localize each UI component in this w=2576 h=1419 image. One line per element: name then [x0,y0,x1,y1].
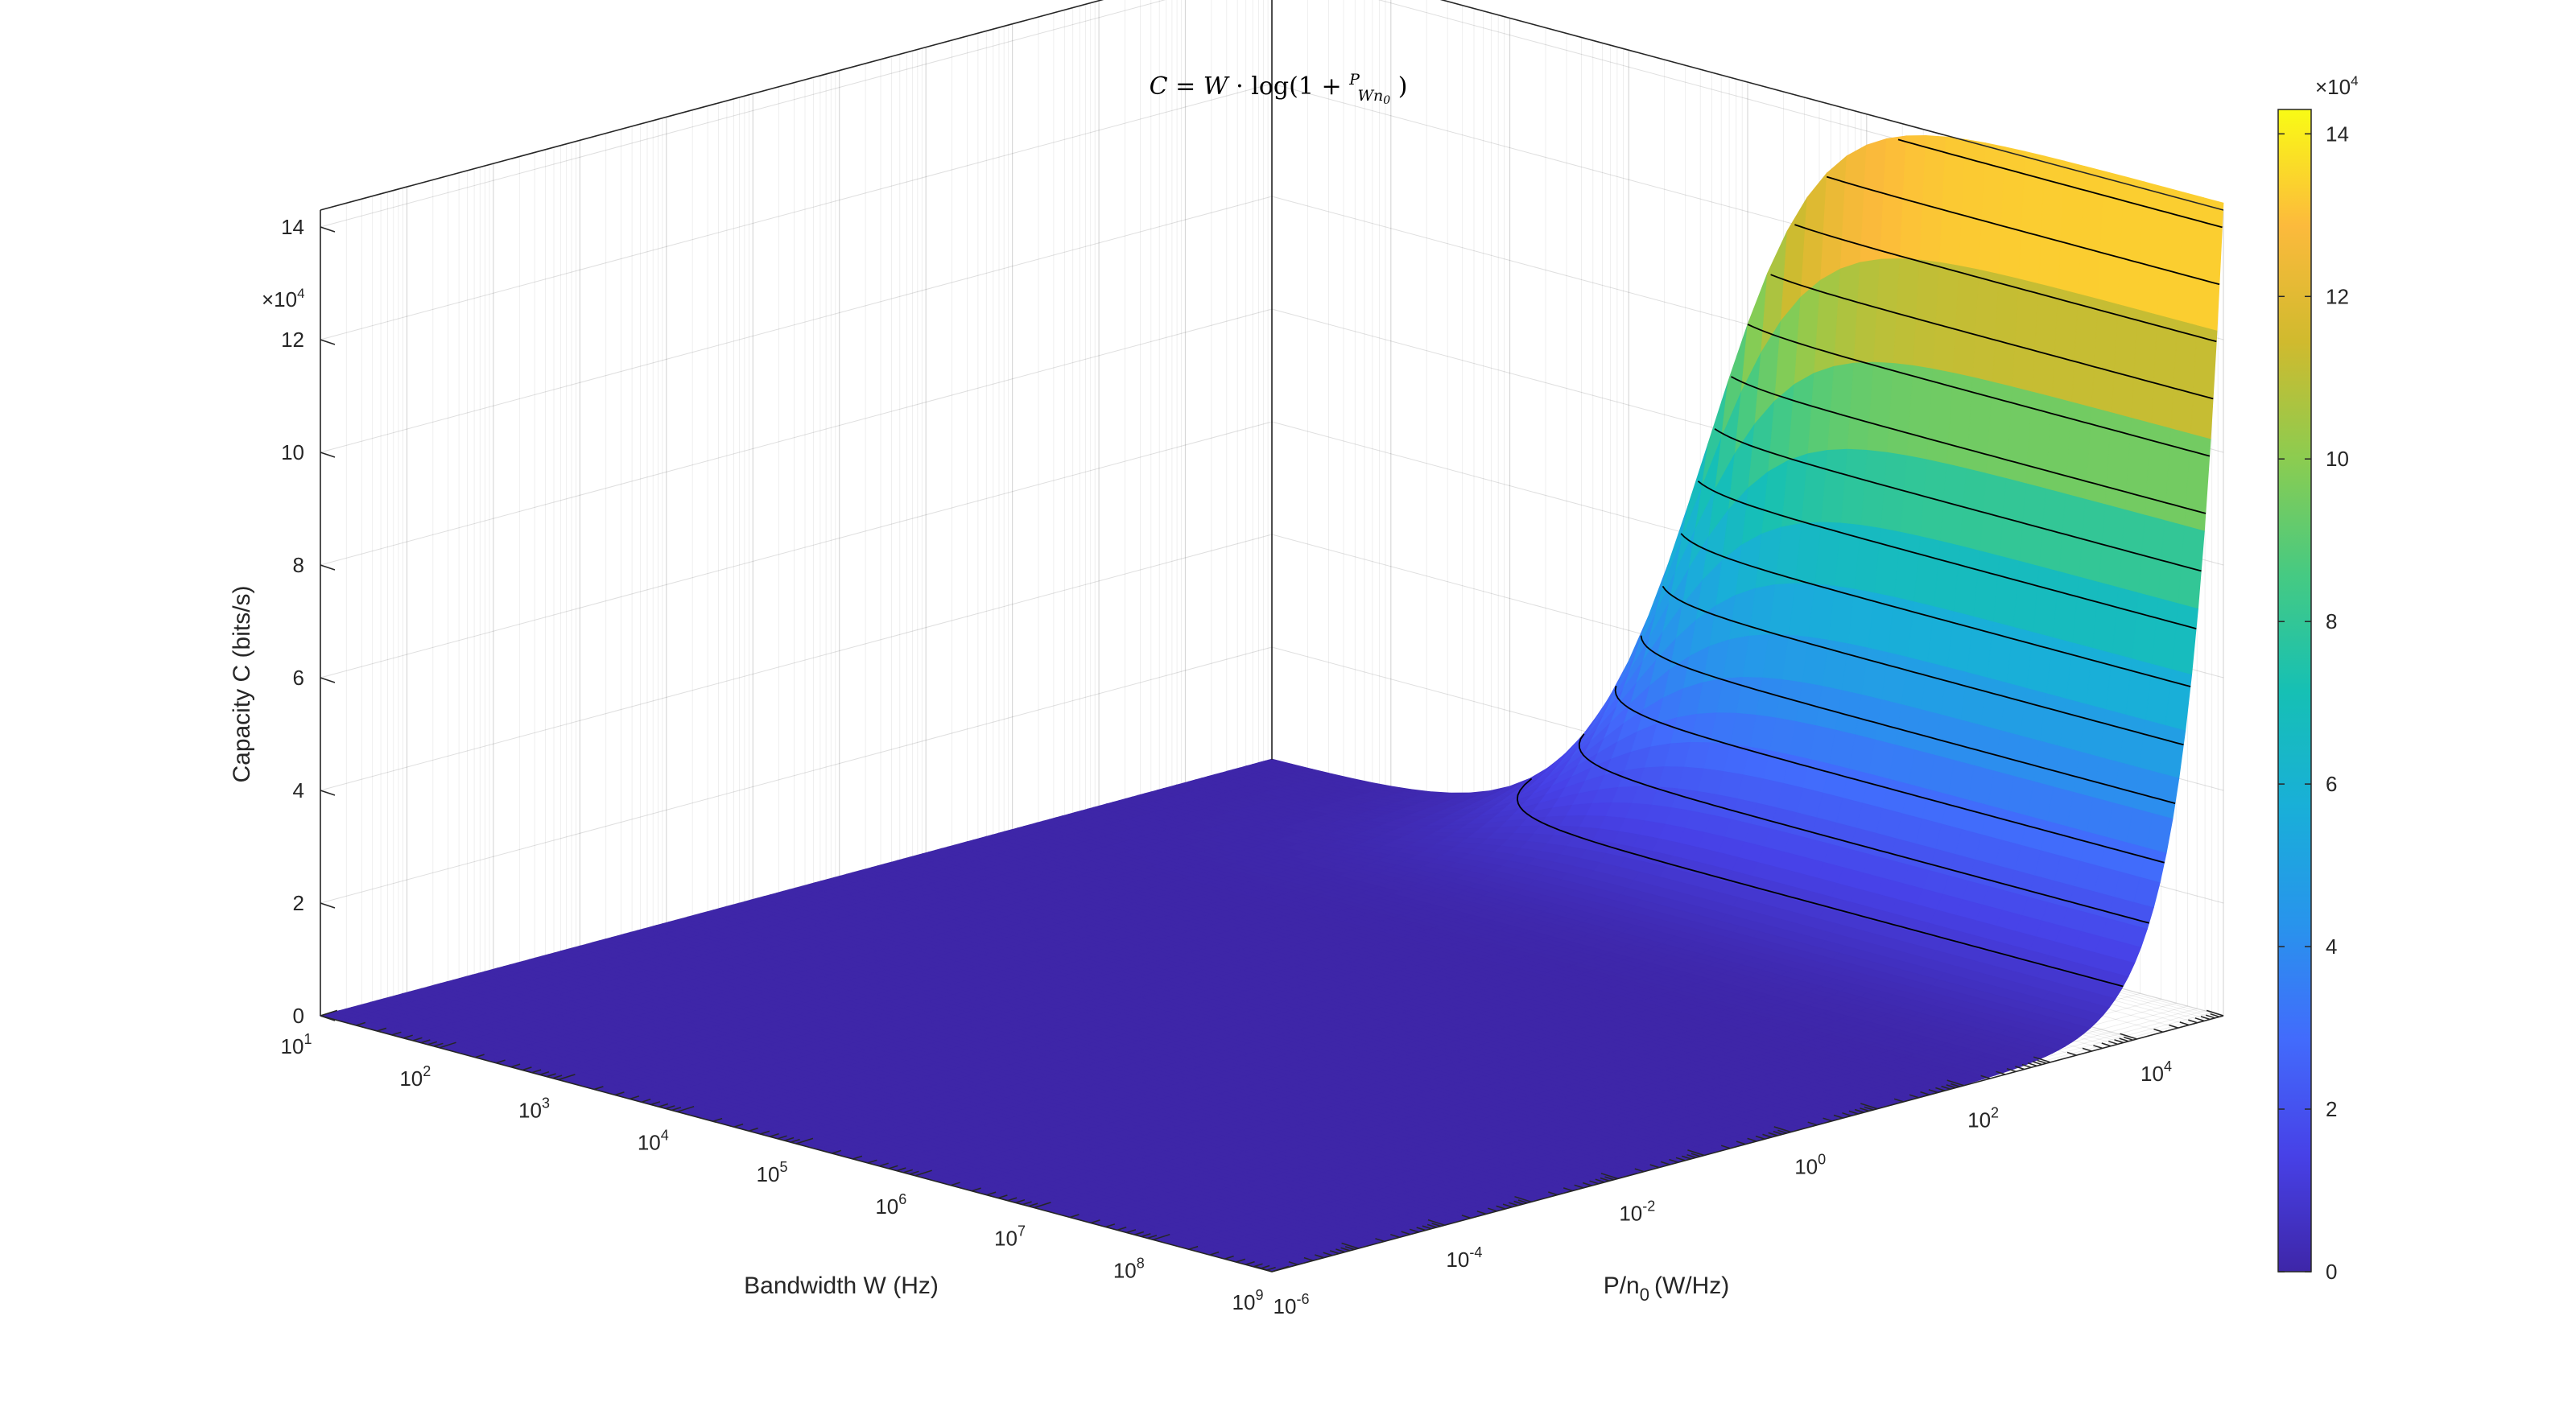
back-panel-left [320,0,1272,1016]
grid-z-left [320,308,1273,566]
capacity-surface [319,134,2224,1273]
grid-z-left [320,646,1273,904]
grid-z-left [320,196,1273,453]
grid-z-left [320,534,1273,791]
grid-z-left [320,0,1166,228]
grid-z-left [320,421,1273,679]
grid-z-left [320,83,1273,340]
